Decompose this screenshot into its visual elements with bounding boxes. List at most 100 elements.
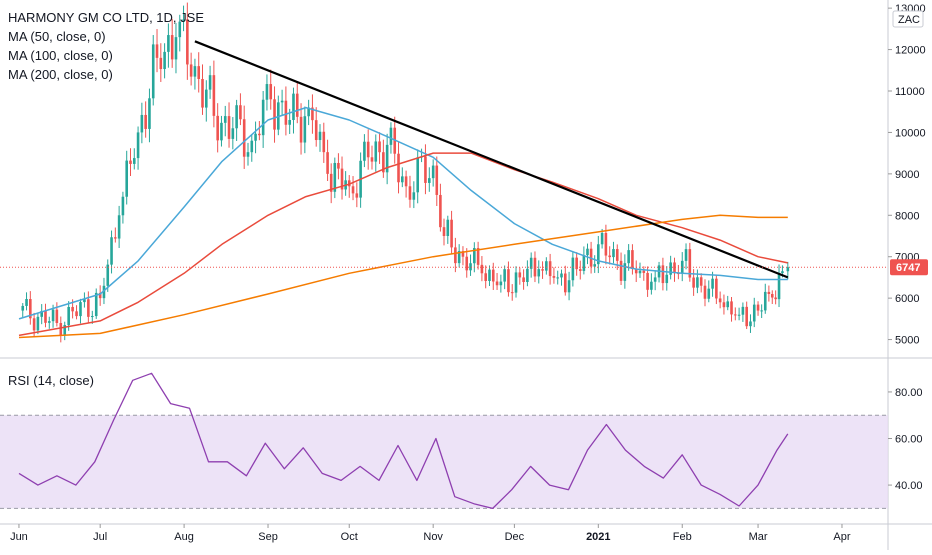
candle-body	[560, 273, 563, 278]
candle-body	[155, 44, 159, 58]
price-tick-label: 6000	[895, 293, 919, 305]
candle	[696, 269, 699, 294]
candle-body	[329, 173, 333, 192]
candle	[378, 132, 381, 164]
candle	[499, 274, 503, 293]
trendline	[194, 40, 789, 279]
candle	[541, 261, 544, 279]
candle	[94, 288, 98, 319]
candle	[431, 159, 435, 187]
candle-body	[366, 141, 370, 158]
candle-body	[684, 249, 688, 261]
ma100-legend: MA (100, close, 0)	[8, 48, 113, 63]
candle	[578, 260, 582, 280]
candle	[737, 307, 741, 321]
candle	[582, 246, 586, 275]
candle	[193, 58, 197, 90]
candle-body	[491, 269, 495, 282]
candle-body	[288, 120, 291, 125]
candle	[125, 150, 129, 205]
time-tick-label: Mar	[749, 531, 768, 543]
candle-body	[770, 294, 774, 298]
candle-body	[634, 269, 638, 274]
candle-body	[473, 248, 476, 264]
candle	[537, 260, 541, 284]
candle-body	[220, 122, 223, 141]
candle-body	[193, 66, 197, 77]
candle	[258, 121, 261, 141]
candle-body	[484, 273, 487, 281]
candle-body	[204, 89, 208, 108]
candle-body	[374, 141, 378, 162]
candle	[322, 122, 326, 163]
candle	[98, 285, 102, 306]
candle-body	[615, 249, 619, 261]
candle-body	[337, 162, 340, 169]
candle-body	[646, 272, 649, 290]
candle-body	[129, 160, 132, 164]
candle-body	[476, 248, 480, 265]
candle	[242, 105, 246, 169]
candle-body	[767, 291, 771, 294]
candle	[136, 126, 140, 170]
candle-body	[250, 140, 254, 153]
rsi-tick-label: 40.00	[895, 480, 923, 492]
candle	[132, 148, 136, 170]
candle	[420, 148, 423, 163]
candle	[684, 243, 688, 270]
candle-body	[36, 316, 40, 331]
candle-body	[397, 153, 400, 183]
candle	[548, 253, 552, 285]
candle-body	[571, 257, 575, 281]
candle-body	[235, 105, 238, 129]
candle	[760, 304, 763, 319]
candle	[650, 273, 653, 295]
candle	[401, 167, 404, 188]
candle-body	[653, 277, 657, 282]
candle-body	[110, 237, 113, 265]
candle-body	[416, 157, 420, 193]
candle	[201, 64, 204, 115]
candle	[435, 156, 439, 207]
candle-body	[582, 255, 586, 271]
candle	[284, 86, 288, 136]
candle-body	[730, 301, 733, 315]
price-tick-label: 11000	[895, 86, 925, 98]
candle	[457, 244, 461, 268]
candle	[722, 294, 726, 315]
candle	[642, 266, 646, 281]
candle	[612, 241, 615, 264]
candle	[174, 23, 178, 74]
candle	[254, 121, 257, 154]
candle-body	[121, 196, 125, 216]
candle-body	[465, 256, 469, 271]
time-tick-label: Oct	[341, 531, 358, 543]
candle	[151, 35, 155, 106]
candle-body	[777, 273, 781, 300]
candle-body	[439, 194, 442, 228]
candle-body	[254, 133, 257, 141]
candle	[752, 297, 756, 328]
candle-body	[284, 100, 288, 125]
candle	[703, 279, 707, 307]
candle	[688, 242, 692, 282]
candle	[212, 60, 216, 128]
candle-body	[163, 51, 166, 70]
candle-body	[311, 107, 314, 121]
candle-body	[556, 277, 560, 279]
candle-body	[102, 285, 106, 299]
candle	[571, 251, 575, 287]
candle-body	[159, 57, 163, 70]
candle	[597, 235, 600, 274]
candle-body	[178, 21, 182, 38]
candle	[608, 246, 611, 265]
candle	[699, 273, 703, 293]
candle-body	[44, 311, 47, 323]
candle-body	[239, 105, 242, 120]
candle-body	[593, 264, 597, 267]
candle-body	[722, 302, 726, 308]
candle	[189, 52, 193, 86]
price-tick-label: 9000	[895, 169, 919, 181]
